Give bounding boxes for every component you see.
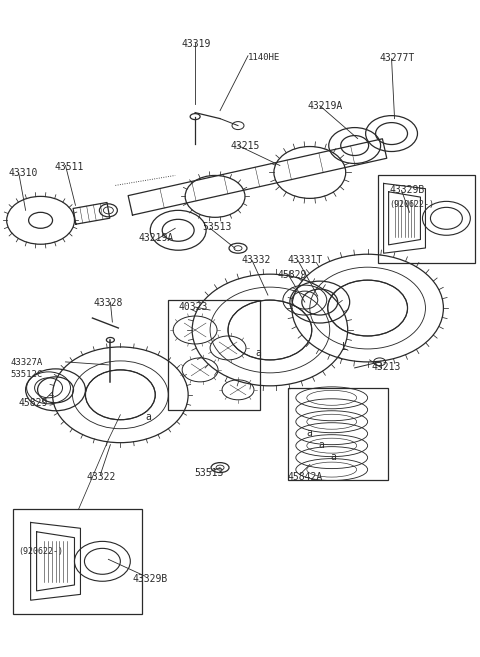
Text: 43328: 43328 <box>94 298 123 308</box>
Bar <box>288 388 387 480</box>
Text: 43327A: 43327A <box>11 358 43 367</box>
Bar <box>168 300 260 410</box>
Text: 43310: 43310 <box>9 168 38 179</box>
Text: 45829: 45829 <box>19 397 48 408</box>
Text: a: a <box>319 440 324 449</box>
Text: (920622-): (920622-) <box>19 547 64 556</box>
Text: 43332: 43332 <box>242 255 271 265</box>
Text: 43329B: 43329B <box>132 574 168 584</box>
Text: 45829: 45829 <box>278 270 307 280</box>
Text: a: a <box>255 348 261 358</box>
Text: 40323: 40323 <box>178 302 207 312</box>
Text: 53513: 53513 <box>202 222 231 233</box>
Text: 43277T: 43277T <box>380 53 415 63</box>
Text: L: L <box>342 342 348 352</box>
Text: 43319: 43319 <box>181 39 211 49</box>
Text: 1140HE: 1140HE <box>248 53 280 62</box>
Text: 43331T: 43331T <box>288 255 323 265</box>
Text: 53513: 53513 <box>194 468 224 478</box>
Text: 43213: 43213 <box>372 362 401 372</box>
Text: 43219A: 43219A <box>138 233 174 243</box>
Text: a: a <box>307 428 313 438</box>
Text: (920622-): (920622-) <box>390 200 434 210</box>
Text: a: a <box>331 451 336 462</box>
Text: 43219A: 43219A <box>308 101 343 110</box>
Text: 43322: 43322 <box>86 472 116 482</box>
Bar <box>12 509 142 614</box>
Text: 53512C: 53512C <box>11 370 43 379</box>
Text: 43329B: 43329B <box>390 185 425 195</box>
Text: a: a <box>145 412 151 422</box>
Text: 45842A: 45842A <box>288 472 323 482</box>
Text: 43511: 43511 <box>55 162 84 173</box>
Bar <box>378 175 475 263</box>
Text: 43215: 43215 <box>230 141 259 150</box>
